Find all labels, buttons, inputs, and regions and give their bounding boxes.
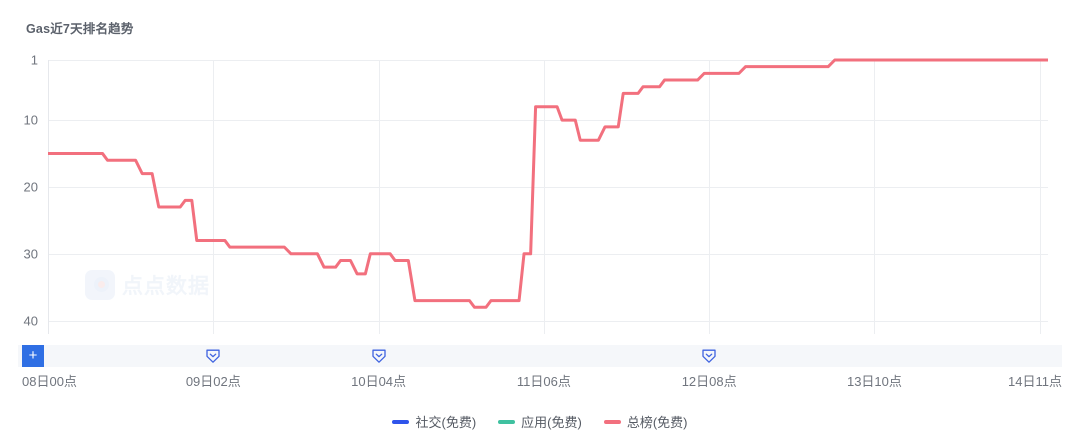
event-marker-bar (18, 345, 1062, 367)
x-axis-tick-label: 08日00点 (22, 374, 77, 389)
y-axis-tick-label: 10 (23, 112, 38, 128)
legend-swatch-icon (603, 419, 621, 424)
x-axis-tick-label: 13日10点 (846, 374, 902, 389)
gridline-vertical (378, 60, 380, 334)
gridline-vertical (1039, 60, 1041, 334)
watermark: 点点数据 (85, 262, 255, 308)
x-axis-tick-label: 10日04点 (351, 374, 407, 389)
y-axis-tick-label: 1 (30, 52, 38, 68)
gridline-horizontal (48, 320, 1048, 322)
legend-label: 总榜(免费) (626, 415, 688, 430)
x-axis-tick-label: 12日08点 (681, 374, 737, 389)
y-axis-tick-label: 20 (23, 179, 38, 195)
watermark-logo-icon (85, 270, 115, 300)
gridline-horizontal (48, 60, 1048, 61)
x-axis-ticks: 08日00点 09日02点 10日04点 11日06点 12日08点 13日10点 14日1… (0, 371, 1080, 391)
legend-label: 社交(免费) (415, 415, 477, 430)
legend-swatch-icon (392, 419, 410, 424)
y-axis-tick-label: 40 (23, 313, 38, 329)
chart-legend: 社交(免费) 应用(免费) 总榜(免费) (0, 412, 1080, 431)
event-marker-shield-icon[interactable] (701, 348, 717, 364)
legend-swatch-icon (498, 419, 516, 424)
add-marker-button[interactable]: + (22, 345, 44, 367)
gridline-vertical (213, 60, 215, 334)
x-axis-tick-label: 11日06点 (516, 374, 571, 389)
event-marker-shield-icon[interactable] (205, 348, 221, 364)
gridline-horizontal (48, 253, 1048, 255)
y-axis-tick-label: 30 (23, 246, 38, 262)
x-axis-tick-label: 14日11点 (1008, 374, 1062, 389)
gridline-horizontal (48, 120, 1048, 122)
x-axis-tick-label: 09日02点 (185, 374, 241, 389)
legend-item-2[interactable]: 总榜(免费) (603, 412, 688, 431)
chart-title: Gas近7天排名趋势 (26, 22, 134, 36)
legend-item-0[interactable]: 社交(免费) (392, 412, 476, 431)
gridline-horizontal (48, 186, 1048, 188)
watermark-text: 点点数据 (122, 275, 210, 298)
gridline-vertical (543, 60, 545, 334)
gridline-vertical (874, 60, 876, 334)
legend-item-1[interactable]: 应用(免费) (498, 412, 582, 431)
series-line-总榜(免费) (48, 58, 1048, 309)
event-marker-shield-icon[interactable] (371, 348, 387, 364)
legend-label: 应用(免费) (521, 415, 582, 430)
gridline-vertical (709, 60, 711, 334)
y-axis-line (48, 60, 49, 334)
